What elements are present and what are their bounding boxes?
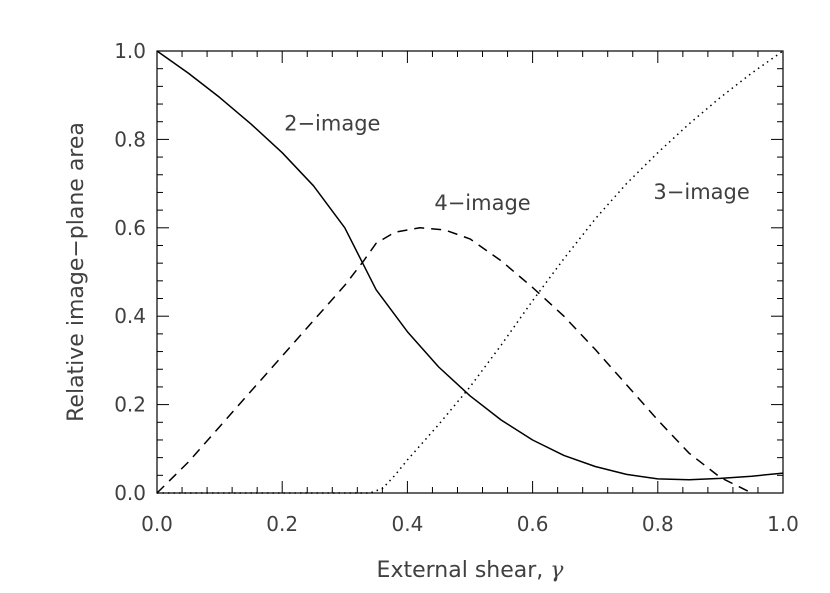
y-tick-label: 0.0 — [114, 481, 146, 505]
x-tick-label: 0.2 — [266, 512, 298, 536]
x-tick-labels: 0.0 0.2 0.4 0.6 0.8 1.0 — [141, 512, 799, 536]
series-line-4-image — [156, 227, 753, 494]
series-label-4-image: 4−image — [434, 191, 530, 215]
x-tick-label: 0.0 — [141, 512, 173, 536]
x-tick-label: 0.6 — [517, 512, 549, 536]
y-tick-label: 0.6 — [114, 216, 146, 240]
series-lines — [156, 50, 784, 494]
x-tick-label: 1.0 — [767, 512, 799, 536]
series-line-3-image — [157, 50, 784, 494]
x-tick-label: 0.4 — [391, 512, 423, 536]
y-tick-label: 0.4 — [114, 304, 146, 328]
series-labels: 2−image 4−image 3−image — [284, 112, 750, 216]
y-tick-label: 0.2 — [114, 393, 146, 417]
y-tick-labels: 0.0 0.2 0.4 0.6 0.8 1.0 — [114, 39, 146, 505]
axis-ticks — [156, 50, 784, 494]
series-label-2-image: 2−image — [284, 112, 380, 136]
y-axis-title: Relative image−plane area — [64, 122, 89, 422]
x-tick-label: 0.8 — [642, 512, 674, 536]
x-axis-title: External shear, γ — [377, 558, 565, 583]
y-tick-label: 0.8 — [114, 127, 146, 151]
series-line-2-image — [156, 50, 784, 481]
y-tick-label: 1.0 — [114, 39, 146, 63]
series-label-3-image: 3−image — [653, 180, 749, 204]
plot-frame — [156, 50, 784, 494]
